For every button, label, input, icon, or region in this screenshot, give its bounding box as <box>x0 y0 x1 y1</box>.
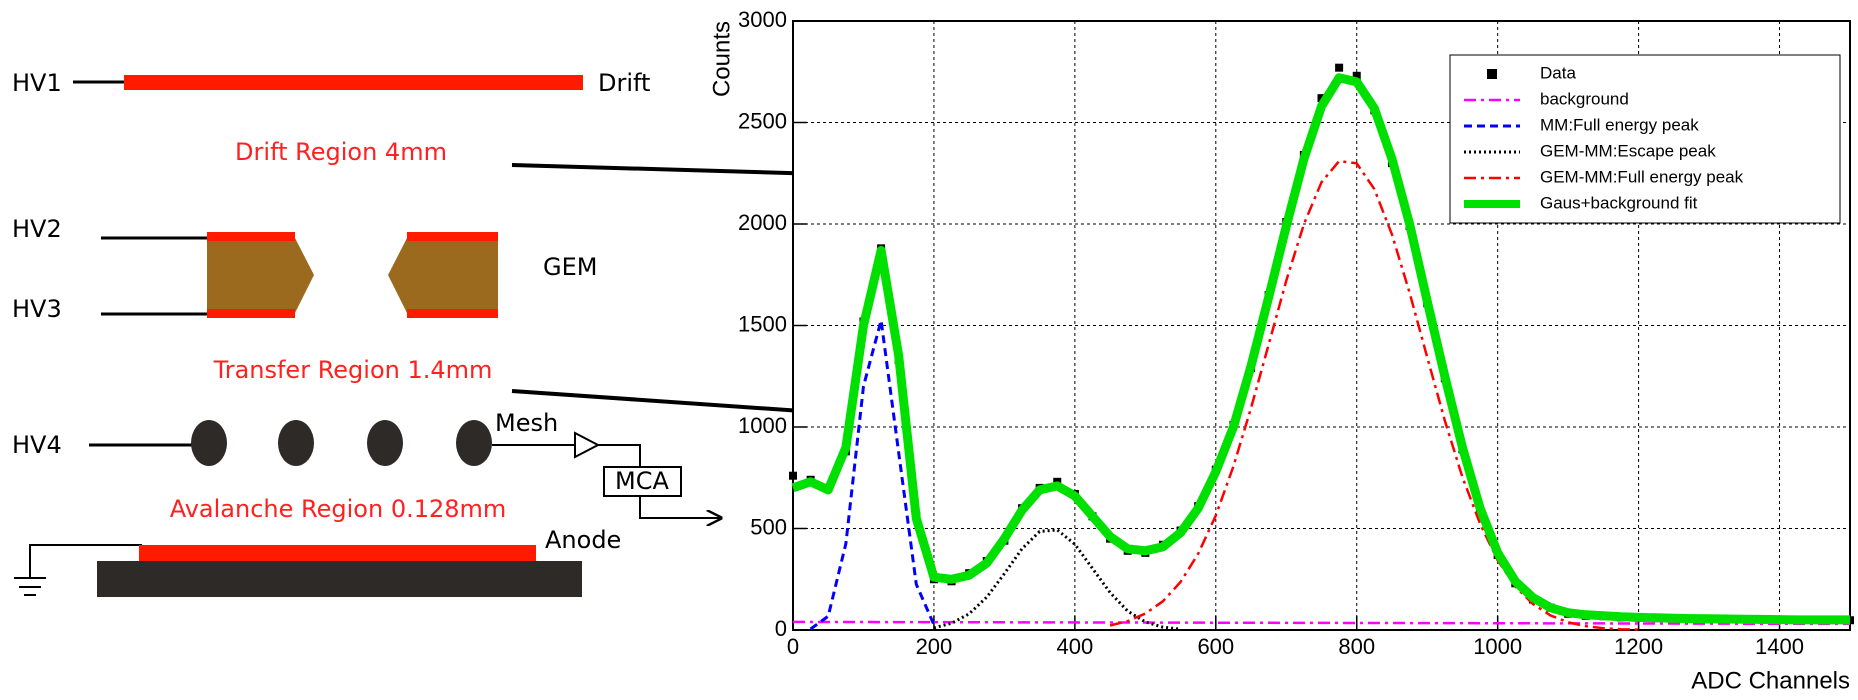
x-axis-label: ADC Channels <box>1691 667 1850 694</box>
arrow <box>511 389 849 427</box>
x-tick-label: 400 <box>1057 634 1094 659</box>
label: Transfer Region 1.4mm <box>213 356 493 384</box>
arrow <box>639 496 721 518</box>
series-line <box>809 318 936 631</box>
label: Mesh <box>495 409 558 437</box>
gem-electrode <box>207 232 295 241</box>
label: HV1 <box>12 69 62 97</box>
x-tick-label: 0 <box>787 634 799 659</box>
mca-box <box>603 466 682 497</box>
x-tick-label: 600 <box>1197 634 1234 659</box>
y-tick-label: 2000 <box>738 210 787 235</box>
data-point <box>1352 71 1361 80</box>
series-line <box>1109 159 1639 631</box>
data-point <box>789 471 797 480</box>
y-tick-label: 1500 <box>738 311 787 336</box>
gem-electrode <box>407 309 498 318</box>
y-tick-label: 2500 <box>738 108 787 133</box>
label: Avalanche Region 0.128mm <box>170 495 507 523</box>
label: HV2 <box>12 215 62 243</box>
label: HV4 <box>12 431 62 459</box>
label: Drift Region 4mm <box>235 138 447 166</box>
x-tick-label: 800 <box>1338 634 1375 659</box>
series-line <box>792 620 1851 626</box>
legend-label: MM:Full energy peak <box>1540 115 1699 134</box>
mesh-wire <box>191 420 227 466</box>
gem-foil <box>388 238 498 313</box>
series-line <box>933 528 1181 631</box>
legend-box <box>1449 54 1841 224</box>
label: GEM <box>543 253 597 281</box>
y-tick-label: 3000 <box>738 7 787 32</box>
label: HV3 <box>12 295 62 323</box>
anode-base <box>97 561 582 597</box>
mesh-wire <box>456 420 492 466</box>
wire <box>29 544 142 578</box>
x-tick-label: 1200 <box>1614 634 1663 659</box>
drift-electrode <box>124 75 583 90</box>
x-tick-label: 200 <box>916 634 953 659</box>
legend-label: GEM-MM:Full energy peak <box>1540 167 1744 186</box>
y-axis-label: Counts <box>708 21 735 97</box>
gem-electrode <box>207 309 295 318</box>
legend-label: GEM-MM:Escape peak <box>1540 141 1716 160</box>
legend-label: background <box>1540 89 1629 108</box>
y-tick-label: 0 <box>775 616 787 641</box>
mesh-wire <box>278 420 314 466</box>
y-tick-label: 500 <box>750 514 787 539</box>
label: Anode <box>545 526 621 554</box>
label: MCA <box>615 467 669 495</box>
x-tick-label: 1400 <box>1755 634 1804 659</box>
legend-label: Data <box>1540 63 1576 82</box>
anode-strip <box>139 545 536 561</box>
series-line <box>791 73 1850 625</box>
legend-label: Gaus+background fit <box>1540 193 1698 212</box>
x-tick-label: 1000 <box>1473 634 1522 659</box>
mesh-wire <box>367 420 403 466</box>
amplifier <box>574 431 601 459</box>
data-point <box>1335 63 1344 72</box>
wire <box>598 444 641 467</box>
gem-electrode <box>407 232 498 241</box>
y-tick-label: 1000 <box>738 413 787 438</box>
chart: 0 200 400 600 800 1000 1200 1400 0 500 1000 1500 200… <box>708 7 1854 694</box>
label: Drift <box>598 69 650 97</box>
legend-marker <box>1487 69 1497 79</box>
gem-foil <box>207 238 314 313</box>
